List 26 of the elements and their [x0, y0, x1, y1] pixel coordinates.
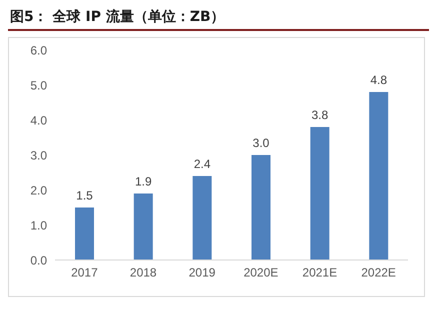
- x-tick-label: 2019: [188, 266, 216, 280]
- x-tick-label: 2017: [71, 266, 98, 280]
- data-label: 1.5: [76, 188, 94, 202]
- y-tick-label: 4.0: [30, 113, 48, 128]
- x-tick-label: 2020E: [244, 266, 278, 280]
- data-label: 3.8: [311, 108, 328, 122]
- y-tick-label: 0.0: [30, 253, 48, 268]
- bar: [192, 176, 212, 260]
- bar: [310, 127, 330, 260]
- y-tick-label: 2.0: [30, 183, 48, 198]
- bar: [75, 208, 94, 260]
- data-label: 4.8: [370, 73, 388, 87]
- y-tick-label: 6.0: [30, 43, 48, 58]
- bar: [252, 155, 270, 260]
- chart-title: 图5： 全球 IP 流量（单位：ZB）: [8, 8, 429, 31]
- y-tick-label: 1.0: [30, 218, 48, 232]
- x-tick-label: 2022E: [361, 266, 396, 280]
- bar: [369, 92, 388, 260]
- x-tick-label: 2018: [130, 266, 157, 280]
- bar: [134, 194, 153, 260]
- data-label: 2.4: [194, 157, 211, 171]
- x-tick-label: 2021E: [302, 266, 338, 280]
- y-tick-label: 5.0: [30, 78, 48, 92]
- data-label: 3.0: [252, 136, 270, 150]
- data-label: 1.9: [134, 174, 152, 188]
- y-tick-label: 3.0: [30, 148, 48, 162]
